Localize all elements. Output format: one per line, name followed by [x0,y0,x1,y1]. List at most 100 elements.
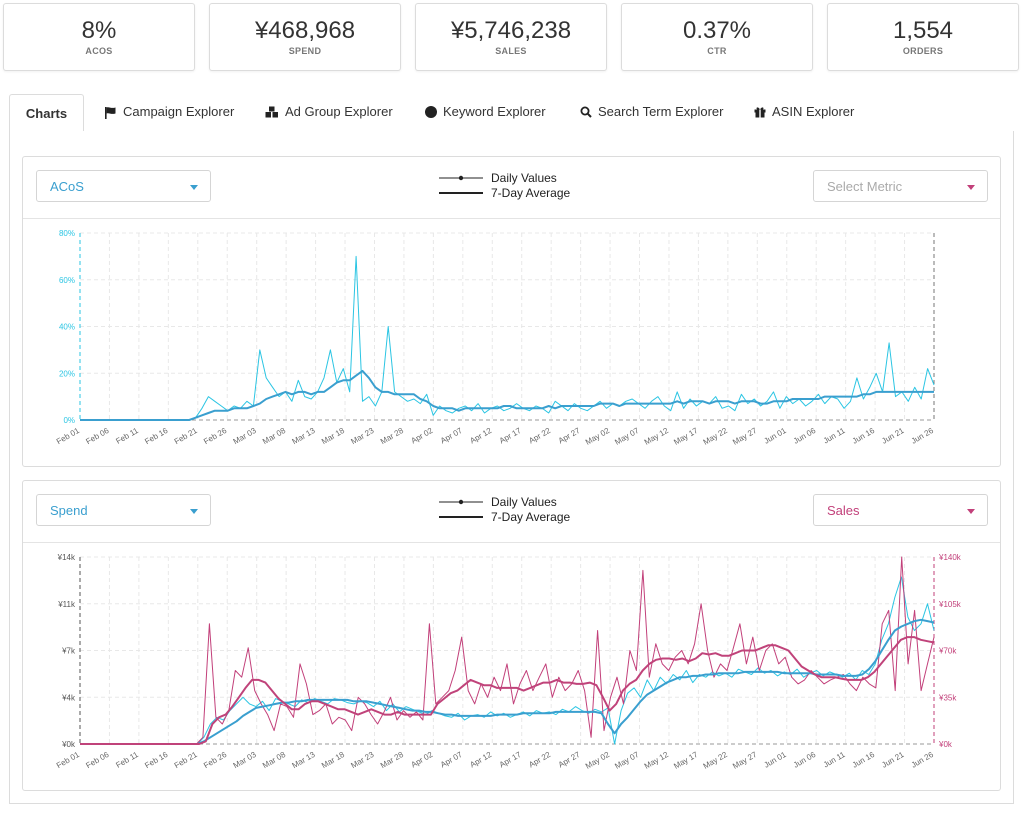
tab-label: ASIN Explorer [772,104,855,119]
kpi-label: CTR [707,46,727,56]
right-metric-select[interactable]: Sales [813,494,988,526]
x-tick-label: Jun 16 [851,426,877,446]
kpi-label: ORDERS [902,46,944,56]
y2-tick-label: ¥70k [938,647,957,656]
spend-sales-chart-card: Spend Daily Values 7-Day Average Sales [22,480,1001,791]
select-value: Spend [50,503,88,518]
x-tick-label: Mar 28 [379,750,406,771]
x-tick-label: Mar 13 [291,750,318,771]
circle-icon [425,106,437,118]
x-tick-label: Feb 06 [84,426,111,447]
y-tick-label: 40% [59,323,75,332]
chevron-down-icon [190,509,198,514]
x-tick-label: Mar 18 [320,750,347,771]
y-tick-label: 0% [63,416,75,425]
x-tick-label: May 12 [643,750,671,771]
y-tick-label: ¥4k [61,693,76,702]
x-tick-label: Mar 28 [379,426,406,447]
acos-average-line [80,369,934,421]
x-tick-label: Apr 27 [557,426,582,446]
kpi-row: 8% ACOS ¥468,968 SPEND ¥5,746,238 SALES … [3,3,1019,71]
kpi-value: 1,554 [892,17,954,44]
kpi-label: SPEND [288,46,322,56]
tab-keyword-explorer[interactable]: Keyword Explorer [425,94,546,130]
x-tick-label: Jun 06 [792,426,818,446]
x-tick-label: Mar 08 [261,426,288,447]
explorer-tabs: Charts Campaign Explorer Ad Group Explor… [9,94,1014,804]
x-tick-label: Feb 01 [55,426,82,447]
tab-label: Campaign Explorer [123,104,235,119]
right-metric-select[interactable]: Select Metric [813,170,988,202]
tab-label: Charts [25,105,68,121]
select-value: ACoS [50,179,84,194]
left-metric-select[interactable]: Spend [36,494,211,526]
x-tick-label: Jun 21 [880,750,906,770]
select-value: Select Metric [827,179,903,194]
search-icon [580,106,592,118]
x-tick-label: Apr 27 [557,750,582,770]
line-dot-icon [439,499,483,505]
y-tick-label: 80% [59,229,75,238]
gift-icon [754,107,766,118]
tab-charts[interactable]: Charts [9,94,84,133]
x-tick-label: Jun 26 [910,750,936,770]
x-tick-label: May 22 [702,426,730,447]
kpi-value: ¥5,746,238 [450,17,572,44]
legend-avg-label: 7-Day Average [491,186,571,200]
kpi-card-acos: 8% ACOS [3,3,195,71]
x-tick-label: Feb 16 [143,426,170,447]
y2-tick-label: ¥0k [938,740,953,749]
x-tick-label: May 07 [613,426,641,447]
y2-tick-label: ¥105k [938,600,962,609]
x-tick-label: Apr 12 [468,750,493,770]
x-tick-label: Jun 16 [851,750,877,770]
kpi-card-sales: ¥5,746,238 SALES [415,3,607,71]
tab-search-term-explorer[interactable]: Search Term Explorer [580,94,723,130]
tab-campaign-explorer[interactable]: Campaign Explorer [104,94,234,130]
acos-daily-line [80,255,935,421]
chart-legend: Daily Values 7-Day Average [439,495,599,527]
y-tick-label: 20% [59,369,75,378]
cubes-icon [265,106,278,118]
select-value: Sales [827,503,860,518]
legend-daily: Daily Values [439,171,557,185]
chevron-down-icon [190,185,198,190]
x-tick-label: Jun 21 [880,426,906,446]
chevron-down-icon [967,185,975,190]
y-tick-label: ¥11k [57,600,76,609]
spend-sales-line-chart: Feb 01 Feb 06 Feb 11 Feb 16 Feb 21 Feb 26 Mar … [55,553,962,771]
y-tick-label: ¥7k [61,647,76,656]
x-tick-label: Feb 01 [55,750,82,771]
x-tick-label: Jun 01 [762,426,788,446]
chart-controls: ACoS Daily Values 7-Day Average Select M… [23,157,1000,219]
acos-chart-card: ACoS Daily Values 7-Day Average Select M… [22,156,1001,467]
sales-average-line [80,636,935,745]
x-tick-label: Mar 13 [291,426,318,447]
x-tick-label: Apr 07 [439,750,464,770]
x-tick-label: May 17 [672,750,700,771]
tab-label: Ad Group Explorer [285,104,393,119]
x-tick-label: Jun 01 [762,750,788,770]
x-tick-label: Mar 03 [232,750,259,771]
y2-tick-label: ¥35k [938,693,957,702]
x-tick-label: May 27 [731,426,759,447]
x-tick-label: Feb 26 [202,426,229,447]
x-tick-label: May 07 [613,750,641,771]
x-tick-label: Apr 22 [527,426,552,446]
legend-daily: Daily Values [439,495,557,509]
tab-ad-group-explorer[interactable]: Ad Group Explorer [265,94,393,130]
x-tick-label: Apr 22 [527,750,552,770]
x-tick-label: Feb 16 [143,750,170,771]
x-tick-label: Feb 26 [202,750,229,771]
left-metric-select[interactable]: ACoS [36,170,211,202]
x-tick-label: May 02 [584,426,612,447]
legend-daily-label: Daily Values [491,171,557,185]
kpi-value: 0.37% [682,17,752,44]
x-tick-label: May 02 [584,750,612,771]
x-tick-label: Apr 17 [498,750,523,770]
x-tick-label: Feb 11 [114,750,140,770]
x-tick-label: May 27 [731,750,759,771]
x-tick-label: Apr 17 [498,426,523,446]
tab-asin-explorer[interactable]: ASIN Explorer [754,94,854,130]
chart-controls: Spend Daily Values 7-Day Average Sales [23,481,1000,543]
